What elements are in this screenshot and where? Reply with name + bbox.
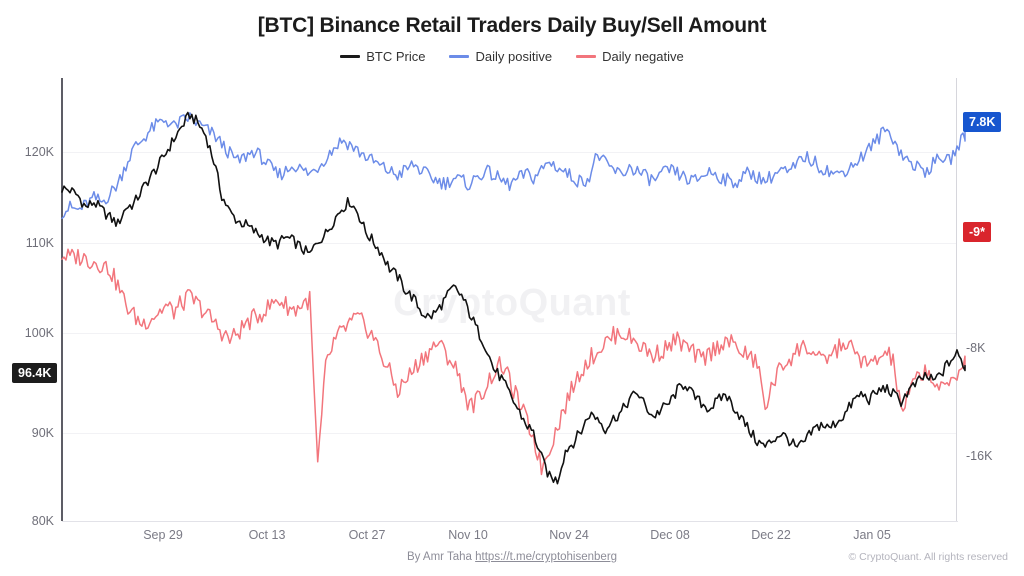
legend-swatch-btc-price bbox=[340, 55, 361, 58]
y-axis-right-tick: -8K bbox=[966, 341, 986, 355]
y-axis-left-tick: 100K bbox=[24, 326, 54, 340]
x-axis-tick: Dec 08 bbox=[650, 528, 690, 542]
page-title: [BTC] Binance Retail Traders Daily Buy/S… bbox=[257, 14, 767, 37]
status-badge-price-last: 96.4K bbox=[12, 363, 58, 384]
footer-credit-link[interactable]: https://t.me/cryptohisenberg bbox=[475, 551, 618, 563]
series-path-daily-positive bbox=[61, 112, 966, 220]
footer-credit-author: By Amr Taha bbox=[406, 551, 476, 563]
gridline bbox=[62, 333, 957, 334]
legend-swatch-daily-negative bbox=[576, 55, 597, 58]
x-axis-tick: Dec 22 bbox=[751, 528, 791, 542]
footer-credit: By Amr Taha https://t.me/cryptohisenberg bbox=[0, 551, 1024, 563]
x-axis bbox=[62, 521, 958, 522]
x-axis-tick: Nov 24 bbox=[549, 528, 589, 542]
y-axis-left-tick: 110K bbox=[25, 236, 54, 250]
y-axis-right-tick: -16K bbox=[966, 449, 993, 463]
x-axis-tick: Jan 05 bbox=[853, 528, 891, 542]
legend-item-btc-price[interactable]: BTC Price bbox=[340, 49, 425, 64]
legend-item-daily-negative[interactable]: Daily negative bbox=[576, 49, 684, 64]
legend-label-daily-positive: Daily positive bbox=[475, 49, 553, 64]
gridline bbox=[62, 433, 957, 434]
legend-item-daily-positive[interactable]: Daily positive bbox=[449, 49, 552, 64]
status-badge-negative-last: -9* bbox=[963, 222, 991, 243]
footer-copyright: © CryptoQuant. All rights reserved bbox=[848, 551, 1008, 563]
y-axis-left-tick: 80K bbox=[31, 514, 54, 528]
series-path-daily-negative bbox=[61, 248, 966, 476]
x-axis-tick: Nov 10 bbox=[448, 528, 488, 542]
series-path-btc-price bbox=[61, 111, 966, 485]
y-axis-right bbox=[956, 78, 957, 521]
y-axis-left-tick: 120K bbox=[24, 145, 54, 159]
chart-legend: BTC Price Daily positive Daily negative bbox=[0, 49, 1024, 64]
legend-label-daily-negative: Daily negative bbox=[602, 49, 684, 64]
x-axis-tick: Sep 29 bbox=[143, 528, 183, 542]
status-badge-positive-last: 7.8K bbox=[963, 112, 1002, 133]
y-axis-left bbox=[61, 78, 63, 521]
gridline bbox=[62, 243, 957, 244]
x-axis-tick: Oct 13 bbox=[248, 528, 286, 542]
legend-label-btc-price: BTC Price bbox=[366, 49, 426, 64]
y-axis-left-tick: 90K bbox=[31, 426, 54, 440]
x-axis-tick: Oct 27 bbox=[348, 528, 386, 542]
legend-swatch-daily-positive bbox=[449, 55, 470, 58]
gridline bbox=[62, 152, 957, 153]
